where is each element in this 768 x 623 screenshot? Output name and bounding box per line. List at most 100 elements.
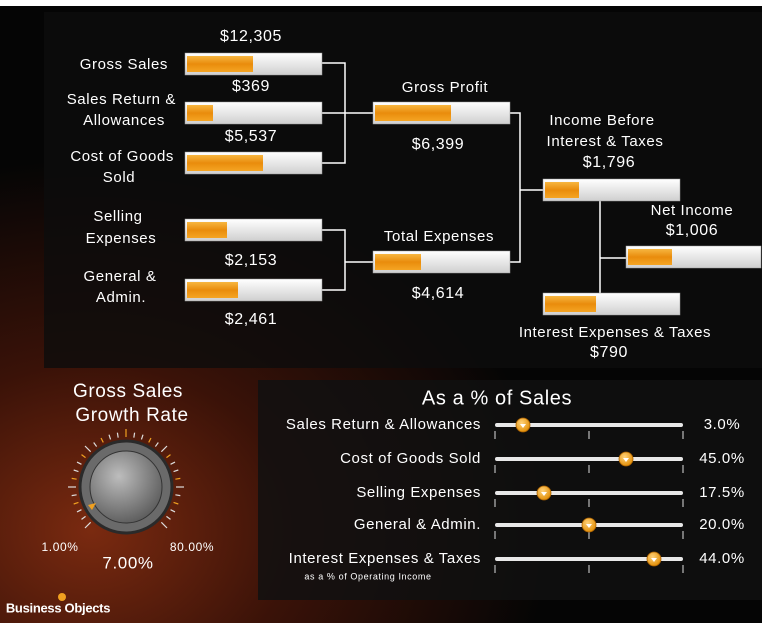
label: Interest & Taxes <box>547 133 664 150</box>
label: Gross Profit <box>402 79 489 96</box>
dial-tick <box>170 509 176 513</box>
value: $5,537 <box>225 128 278 145</box>
gauge-fill <box>187 155 263 171</box>
gauge-fill <box>545 296 596 312</box>
slider-thumb-arrow <box>541 492 547 496</box>
label: Selling <box>93 208 142 225</box>
dial-tick <box>175 494 181 497</box>
row-label: Selling Expenses <box>356 484 481 501</box>
logo: Business Objects <box>6 600 110 615</box>
dial-tick <box>133 432 136 438</box>
dial-tick <box>71 494 77 497</box>
dial-tick <box>108 434 112 440</box>
dial-title: Growth Rate <box>75 405 188 426</box>
row-note: as a % of Operating Income <box>304 571 431 581</box>
value: $2,153 <box>225 252 278 269</box>
dial-tick <box>166 454 171 459</box>
dial-tick <box>116 432 119 438</box>
gauge-fill <box>187 56 253 72</box>
dial-tick <box>84 521 92 529</box>
label: Sales Return & <box>67 91 176 108</box>
label: Net Income <box>651 202 734 219</box>
growth-dial[interactable] <box>68 429 184 535</box>
dial-tick <box>81 515 86 520</box>
row-value: 17.5% <box>699 484 745 501</box>
slider-thumb-arrow <box>623 458 629 462</box>
value: $4,614 <box>412 285 465 302</box>
dial-tick <box>93 442 98 447</box>
row-value: 3.0% <box>704 416 741 433</box>
dial-tick <box>160 445 168 453</box>
label: Total Expenses <box>384 228 494 245</box>
label: Admin. <box>96 289 146 306</box>
slider-thumb-arrow <box>651 558 657 562</box>
row-value: 44.0% <box>699 550 745 567</box>
dial-tick <box>73 501 79 505</box>
gauge-fill <box>187 282 238 298</box>
value: $369 <box>232 78 270 95</box>
dial-tick <box>173 469 179 473</box>
connector <box>322 62 373 164</box>
label: Cost of Goods <box>70 148 174 165</box>
connector <box>510 112 543 263</box>
label: Allowances <box>83 112 165 129</box>
logo-mark <box>58 593 66 601</box>
label: Sold <box>103 169 135 186</box>
dial-tick <box>81 454 86 459</box>
value: $1,796 <box>583 154 636 171</box>
slider-thumb-arrow <box>586 524 592 528</box>
dial-max: 80.00% <box>170 540 214 554</box>
slider-track <box>495 557 683 561</box>
dial-value: 7.00% <box>102 553 153 572</box>
value: $1,006 <box>666 222 719 239</box>
gauge-track <box>184 101 323 125</box>
row-value: 20.0% <box>699 516 745 533</box>
label: Interest Expenses & Taxes <box>519 324 711 341</box>
dial-tick <box>76 509 82 513</box>
dial-pointer <box>88 503 96 510</box>
gauge-fill <box>375 105 451 121</box>
dial-tick <box>76 461 82 465</box>
dial-tick <box>166 515 171 520</box>
label: General & <box>84 268 157 285</box>
label: Expenses <box>86 230 157 247</box>
sliders: Sales Return & Allowances 3.0% Cost of Goo… <box>286 416 745 573</box>
slider-track <box>495 457 683 461</box>
connector <box>599 201 626 304</box>
row-label: General & Admin. <box>354 516 481 533</box>
dial-tick <box>154 442 159 447</box>
dial-tick <box>175 477 181 480</box>
row-value: 45.0% <box>699 450 745 467</box>
dial-title: Gross Sales <box>73 381 183 402</box>
gauge-fill <box>628 249 672 265</box>
dial-tick <box>73 469 79 473</box>
label: Gross Sales <box>80 56 168 73</box>
slider-track <box>495 491 683 495</box>
gauge-fill <box>545 182 579 198</box>
slider-track <box>495 423 683 427</box>
dial-knob[interactable] <box>89 450 163 524</box>
value: $2,461 <box>225 311 278 328</box>
row-label: Sales Return & Allowances <box>286 416 481 433</box>
label: Income Before <box>549 112 654 129</box>
dial-tick <box>173 501 179 505</box>
dial-tick <box>84 445 92 453</box>
value: $790 <box>590 344 628 361</box>
slider-thumb-arrow <box>520 424 526 428</box>
panel-title: As a % of Sales <box>422 387 572 409</box>
dial-tick <box>71 477 77 480</box>
dial-min: 1.00% <box>41 540 78 554</box>
row-label: Interest Expenses & Taxes <box>289 550 481 567</box>
bars <box>184 52 762 316</box>
value: $12,305 <box>220 28 282 45</box>
dial-tick <box>140 434 144 440</box>
dial-tick <box>160 521 168 529</box>
connectors <box>322 62 626 304</box>
gauge-fill <box>187 222 227 238</box>
connector <box>322 229 373 291</box>
dial-tick <box>100 437 104 443</box>
percent-panel <box>258 380 762 600</box>
dial-tick <box>170 461 176 465</box>
